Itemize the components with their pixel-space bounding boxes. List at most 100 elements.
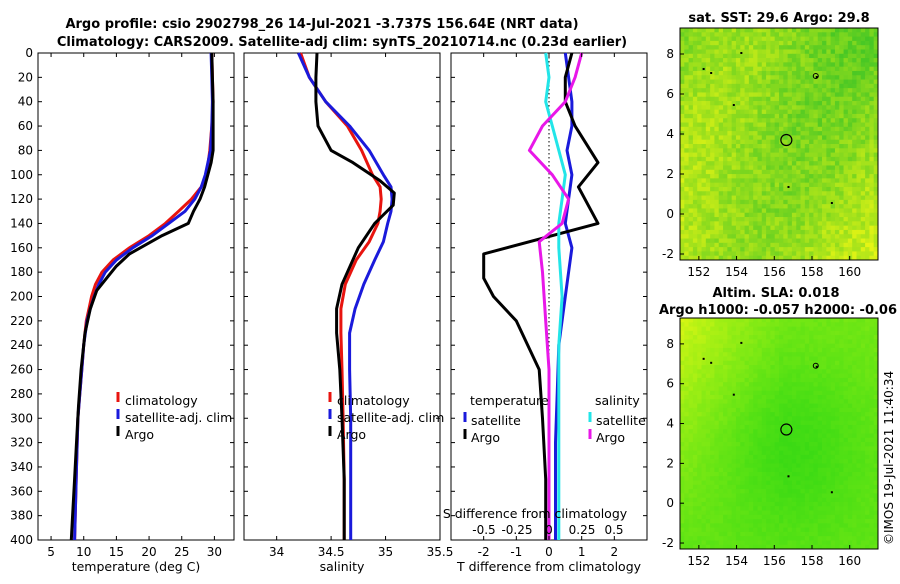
heatmap-cell — [783, 404, 788, 409]
heatmap-cell — [689, 318, 694, 323]
heatmap-cell — [852, 174, 857, 179]
heatmap-cell — [822, 498, 827, 503]
heatmap-cell — [714, 468, 719, 473]
heatmap-cell — [702, 506, 707, 511]
heatmap-cell — [766, 153, 771, 158]
map-title: sat. SST: 29.6 Argo: 29.8 — [688, 11, 869, 26]
heatmap-cell — [680, 157, 685, 162]
heatmap-cell — [805, 226, 810, 231]
heatmap-cell — [796, 148, 801, 153]
heatmap-cell — [689, 200, 694, 205]
heatmap-cell — [757, 481, 762, 486]
heatmap-cell — [861, 374, 866, 379]
heatmap-cell — [732, 45, 737, 50]
heatmap-cell — [697, 221, 702, 226]
heatmap-cell — [818, 519, 823, 524]
heatmap-cell — [835, 378, 840, 383]
heatmap-cell — [792, 105, 797, 110]
heatmap-cell — [818, 178, 823, 183]
heatmap-cell — [869, 118, 874, 123]
heatmap-cell — [805, 476, 810, 481]
heatmap-cell — [818, 144, 823, 149]
heatmap-cell — [745, 327, 750, 332]
heatmap-cell — [818, 476, 823, 481]
heatmap-cell — [813, 135, 818, 140]
heatmap-cell — [801, 187, 806, 192]
heatmap-cell — [839, 32, 844, 37]
heatmap-cell — [852, 144, 857, 149]
heatmap-cell — [848, 391, 853, 396]
heatmap-cell — [865, 49, 870, 54]
heatmap-cell — [697, 485, 702, 490]
heatmap-cell — [684, 365, 689, 370]
heatmap-cell — [796, 434, 801, 439]
heatmap-cell — [732, 476, 737, 481]
heatmap-cell — [779, 335, 784, 340]
heatmap-cell — [719, 58, 724, 63]
heatmap-cell — [706, 247, 711, 252]
heatmap-cell — [813, 421, 818, 426]
heatmap-cell — [839, 331, 844, 336]
heatmap-cell — [723, 243, 728, 248]
heatmap-cell — [749, 101, 754, 106]
heatmap-cell — [689, 131, 694, 136]
heatmap-cell — [719, 170, 724, 175]
heatmap-cell — [702, 498, 707, 503]
heatmap-cell — [809, 208, 814, 213]
heatmap-cell — [839, 105, 844, 110]
heatmap-cell — [723, 123, 728, 128]
heatmap-cell — [753, 54, 758, 59]
heatmap-cell — [740, 234, 745, 239]
heatmap-cell — [805, 80, 810, 85]
heatmap-cell — [779, 157, 784, 162]
heatmap-cell — [779, 110, 784, 115]
heatmap-cell — [844, 468, 849, 473]
heatmap-cell — [684, 485, 689, 490]
heatmap-cell — [848, 335, 853, 340]
heatmap-cell — [839, 41, 844, 46]
heatmap-cell — [848, 519, 853, 524]
heatmap-cell — [706, 200, 711, 205]
heatmap-cell — [848, 67, 853, 72]
heatmap-cell — [809, 178, 814, 183]
heatmap-cell — [861, 429, 866, 434]
heatmap-cell — [792, 442, 797, 447]
heatmap-cell — [852, 161, 857, 166]
heatmap-cell — [865, 485, 870, 490]
heatmap-cell — [835, 187, 840, 192]
heatmap-cell — [689, 399, 694, 404]
heatmap-cell — [826, 135, 831, 140]
heatmap-cell — [796, 49, 801, 54]
heatmap-cell — [719, 127, 724, 132]
heatmap-cell — [783, 226, 788, 231]
heatmap-cell — [775, 369, 780, 374]
heatmap-cell — [775, 239, 780, 244]
heatmap-cell — [684, 352, 689, 357]
heatmap-cell — [710, 84, 715, 89]
heatmap-cell — [719, 32, 724, 37]
heatmap-cell — [801, 75, 806, 80]
heatmap-cell — [839, 399, 844, 404]
heatmap-cell — [727, 451, 732, 456]
heatmap-cell — [740, 515, 745, 520]
heatmap-cell — [822, 84, 827, 89]
heatmap-cell — [831, 187, 836, 192]
y-tick-label: 120 — [10, 192, 33, 206]
heatmap-cell — [796, 523, 801, 528]
heatmap-cell — [813, 140, 818, 145]
heatmap-cell — [809, 519, 814, 524]
heatmap-cell — [684, 80, 689, 85]
heatmap-cell — [723, 429, 728, 434]
heatmap-cell — [783, 485, 788, 490]
heatmap-cell — [848, 174, 853, 179]
heatmap-cell — [861, 45, 866, 50]
heatmap-cell — [805, 386, 810, 391]
heatmap-cell — [714, 178, 719, 183]
heatmap-cell — [856, 382, 861, 387]
heatmap-cell — [822, 472, 827, 477]
heatmap-cell — [736, 247, 741, 252]
heatmap-cell — [861, 131, 866, 136]
heatmap-cell — [844, 187, 849, 192]
heatmap-cell — [805, 404, 810, 409]
heatmap-cell — [702, 217, 707, 222]
